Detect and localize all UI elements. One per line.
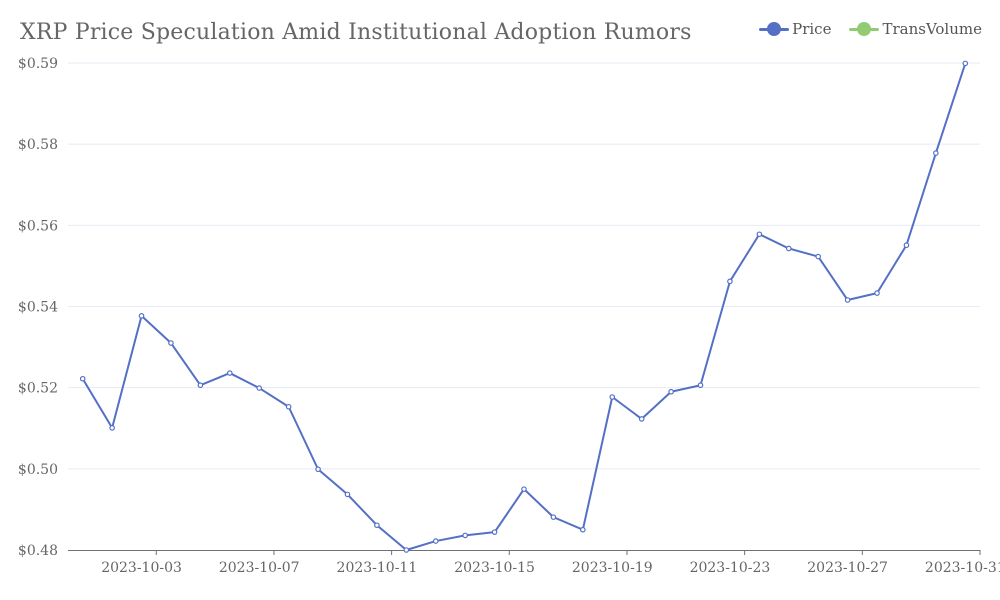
- data-point: [727, 278, 733, 285]
- x-tick-label: 2023-10-19: [572, 560, 653, 576]
- data-point: [638, 416, 645, 422]
- legend-swatch-price: [759, 22, 790, 36]
- data-point: [256, 385, 263, 391]
- y-tick-label: $0.54: [18, 300, 58, 316]
- data-point: [874, 290, 880, 296]
- data-point: [344, 491, 351, 498]
- data-point: [697, 382, 704, 389]
- data-point: [79, 375, 86, 382]
- legend-item-transvolume[interactable]: TransVolume: [849, 20, 982, 38]
- x-tick-label: 2023-10-27: [807, 560, 888, 576]
- data-point: [491, 529, 498, 535]
- data-point: [138, 313, 145, 319]
- data-point: [903, 242, 910, 249]
- legend-item-price[interactable]: Price: [759, 20, 831, 38]
- x-tick-label: 2023-10-03: [101, 560, 182, 576]
- x-tick-label: 2023-10-23: [690, 560, 771, 576]
- chart-title: XRP Price Speculation Amid Institutional…: [20, 20, 692, 45]
- legend-dot-transvolume: [857, 22, 872, 36]
- data-point: [462, 532, 468, 539]
- x-tick-label: 2023-10-31: [925, 560, 1000, 576]
- data-point: [197, 382, 204, 389]
- data-point: [374, 522, 380, 529]
- legend-label-price: Price: [792, 20, 832, 38]
- data-point: [844, 297, 851, 303]
- data-point: [315, 466, 321, 473]
- data-point: [785, 245, 792, 252]
- y-tick-label: $0.59: [18, 56, 58, 72]
- data-point: [285, 403, 292, 410]
- data-point: [521, 486, 527, 492]
- data-point: [756, 231, 763, 238]
- legend-label-transvolume: TransVolume: [882, 20, 982, 38]
- data-point: [668, 388, 674, 395]
- legend: Price TransVolume: [759, 20, 982, 38]
- data-point: [550, 514, 557, 520]
- data-point: [403, 547, 410, 553]
- data-point: [432, 538, 439, 544]
- x-tick-label: 2023-10-07: [219, 560, 300, 576]
- legend-swatch-transvolume: [849, 22, 880, 36]
- data-point: [168, 340, 174, 346]
- data-point: [580, 526, 586, 533]
- y-tick-label: $0.58: [18, 137, 58, 153]
- data-point: [609, 394, 616, 400]
- data-point: [109, 425, 115, 431]
- y-tick-label: $0.50: [18, 462, 58, 478]
- data-point: [933, 150, 939, 156]
- legend-dot-price: [767, 22, 782, 36]
- data-point: [962, 60, 969, 67]
- data-point: [815, 253, 821, 260]
- x-tick-label: 2023-10-11: [337, 560, 418, 576]
- y-tick-label: $0.48: [18, 543, 58, 559]
- y-tick-label: $0.52: [18, 381, 58, 397]
- x-tick-label: 2023-10-15: [454, 560, 535, 576]
- data-point: [227, 370, 233, 376]
- y-tick-label: $0.56: [18, 218, 58, 234]
